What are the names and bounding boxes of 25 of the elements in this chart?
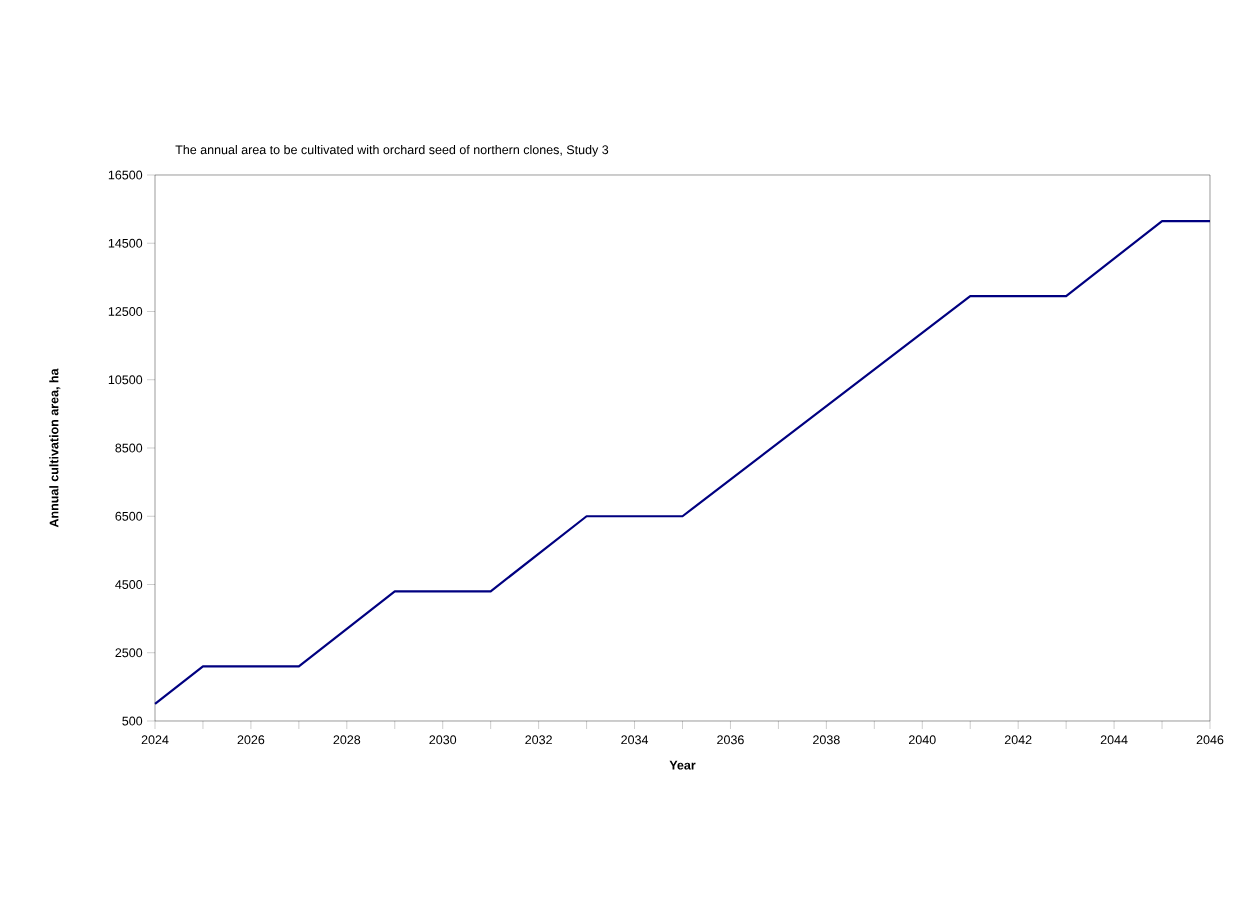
x-tick-label: 2044 (1100, 735, 1128, 745)
y-tick-label: 10500 (108, 375, 143, 385)
y-tick-label: 8500 (115, 443, 143, 453)
x-axis-title: Year (669, 760, 696, 770)
y-axis-title: Annual cultivation area, ha (49, 368, 61, 528)
x-tick-label: 2046 (1196, 735, 1224, 745)
x-tick-label: 2042 (1004, 735, 1032, 745)
x-tick-label: 2030 (429, 735, 457, 745)
y-tick-label: 12500 (108, 307, 143, 316)
x-tick-label: 2038 (813, 735, 840, 745)
y-tick-label: 2500 (115, 648, 143, 658)
y-tick-label: 500 (122, 716, 143, 726)
y-tick-label: 14500 (108, 238, 143, 248)
x-tick-label: 2028 (333, 735, 361, 745)
x-tick-label: 2036 (717, 735, 744, 745)
y-tick-label: 6500 (115, 511, 143, 521)
x-tick-label: 2040 (908, 735, 936, 745)
x-tick-label: 2034 (621, 735, 649, 745)
y-tick-label: 4500 (115, 580, 143, 589)
y-tick-label: 16500 (108, 170, 143, 180)
chart-title: The annual area to be cultivated with orchard seed of northern clones, Study 3 (175, 144, 609, 157)
line-series (153, 219, 1212, 706)
x-tick-label: 2024 (141, 735, 169, 745)
x-tick-label: 2032 (525, 735, 552, 745)
x-tick-label: 2026 (237, 735, 265, 745)
